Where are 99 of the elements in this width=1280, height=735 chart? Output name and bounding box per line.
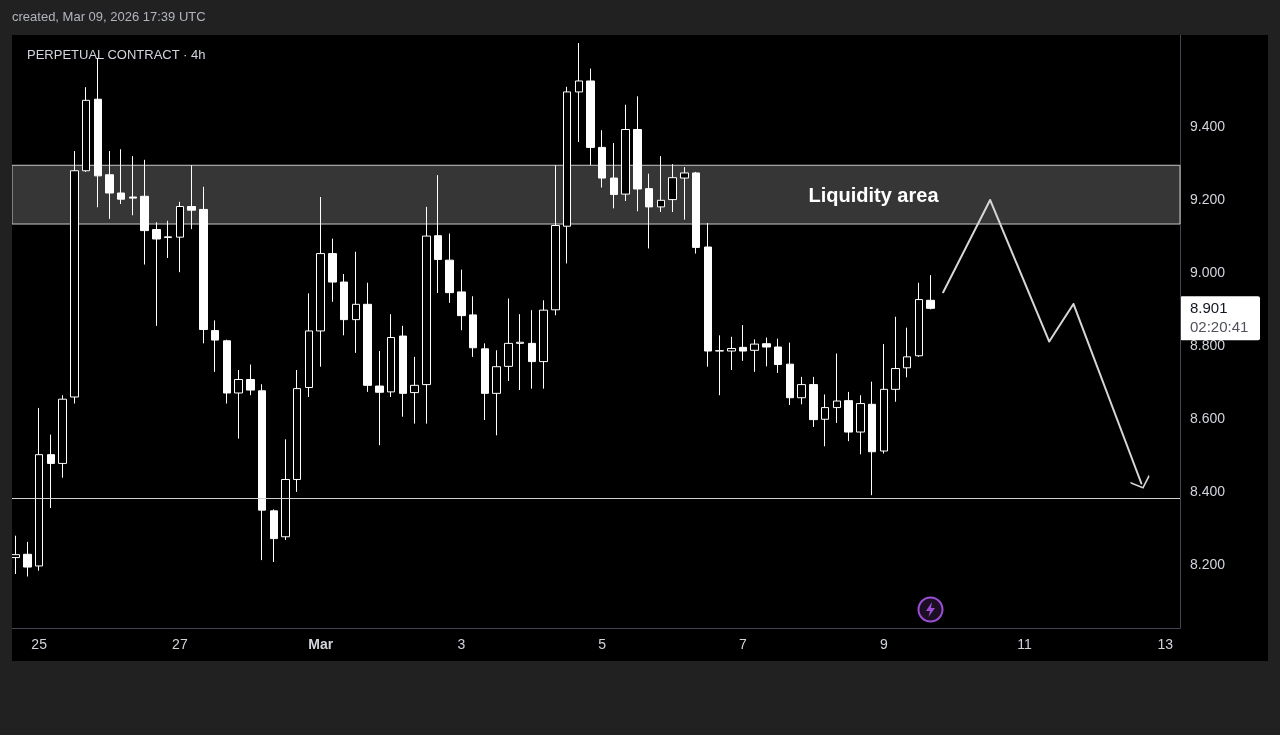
candlestick [258, 383, 266, 561]
candlestick [786, 342, 794, 406]
candlestick [187, 164, 196, 230]
candlestick [246, 364, 255, 396]
candlestick [176, 201, 184, 273]
candlestick [164, 220, 172, 259]
candlestick [528, 309, 536, 390]
candlestick [915, 282, 923, 358]
candlestick [422, 206, 431, 425]
candlestick [387, 313, 395, 398]
candlestick [551, 164, 560, 316]
candlestick [270, 508, 278, 563]
candlestick [516, 313, 524, 391]
candlestick [539, 299, 548, 390]
candlestick [903, 327, 911, 378]
candlestick [305, 292, 313, 398]
candlestick [234, 369, 243, 440]
candlestick [223, 339, 231, 405]
candlestick [211, 319, 219, 373]
band-label: Liquidity area [808, 183, 940, 206]
x-tick-label: 5 [598, 636, 607, 652]
candlestick [152, 221, 161, 327]
candlestick [58, 394, 67, 479]
candlestick [645, 173, 653, 249]
text: 8.901 [1190, 298, 1228, 316]
candlestick [762, 337, 771, 367]
candlestick [117, 148, 125, 205]
y-tick-label: 9.200 [1190, 191, 1226, 208]
x-tick-label: 9 [879, 636, 888, 652]
candlestick [281, 438, 290, 541]
candlestick [293, 369, 301, 493]
candlestick [621, 104, 630, 202]
candlestick [774, 338, 782, 374]
candlestick [868, 381, 876, 496]
candlestick [856, 394, 865, 455]
candlestick [340, 273, 348, 336]
x-tick-label: 13 [1157, 636, 1174, 652]
candlestick [70, 150, 79, 405]
candlestick [82, 86, 90, 173]
candlestick [23, 541, 32, 578]
candlestick [469, 295, 477, 358]
y-tick-label: 8.200 [1190, 556, 1226, 573]
candlestick [668, 163, 677, 213]
candlestick [880, 343, 888, 455]
candlestick [35, 407, 43, 572]
text: PERPETUAL CONTRACT · 4h [27, 47, 206, 62]
candlestick [692, 171, 700, 255]
y-tick-label: 8.400 [1190, 483, 1226, 500]
candlestick [129, 155, 137, 216]
candlestick [715, 334, 724, 396]
candlestick [633, 95, 642, 212]
y-tick-label: 8.600 [1190, 410, 1226, 427]
candlestick [457, 269, 466, 331]
candlestick [328, 238, 337, 303]
candlestick [610, 142, 618, 209]
candlestick [704, 222, 712, 368]
x-tick-label: 11 [1017, 636, 1033, 652]
y-tick-label: 9.400 [1190, 118, 1226, 135]
y-tick-label: 8.800 [1190, 337, 1226, 354]
y-tick-label: 9.000 [1190, 264, 1226, 281]
candlestick [680, 166, 689, 221]
candlestick [105, 150, 114, 220]
candlestick [575, 42, 583, 143]
candlestick [375, 350, 384, 446]
candlestick [844, 391, 853, 442]
candlestick [316, 196, 325, 368]
candlestick [492, 349, 501, 436]
candlestick [434, 174, 442, 294]
x-tick-label: 3 [457, 636, 466, 652]
candlestick [739, 324, 747, 362]
candlestick [94, 57, 102, 208]
x-tick-label: Mar [308, 636, 334, 652]
candlestick [481, 342, 489, 421]
candlestick [727, 336, 736, 371]
candlestick [199, 186, 208, 344]
text: 02:20:41 [1190, 317, 1249, 335]
candlestick [821, 393, 829, 447]
candlestick [140, 159, 149, 266]
candlestick [598, 129, 606, 189]
candlestick [809, 376, 818, 428]
candlestick [657, 155, 665, 213]
candlestick [891, 316, 900, 403]
candlestick [352, 251, 360, 354]
candlestick [563, 86, 571, 264]
candlestick [47, 434, 55, 509]
candlestick [445, 233, 454, 304]
x-tick-label: 7 [739, 636, 748, 652]
candlestick [586, 68, 595, 166]
candlestick [363, 282, 372, 393]
candlestick [399, 325, 407, 418]
x-tick-label: 27 [172, 636, 188, 652]
candlestick [504, 297, 513, 382]
candlestick [797, 376, 806, 405]
x-tick-label: 25 [31, 636, 48, 652]
text: created, Mar 09, 2026 17:39 UTC [12, 9, 206, 24]
candlestick [410, 356, 419, 425]
candlestick [926, 274, 935, 310]
candlestick [833, 353, 841, 424]
candlestick [750, 338, 759, 373]
